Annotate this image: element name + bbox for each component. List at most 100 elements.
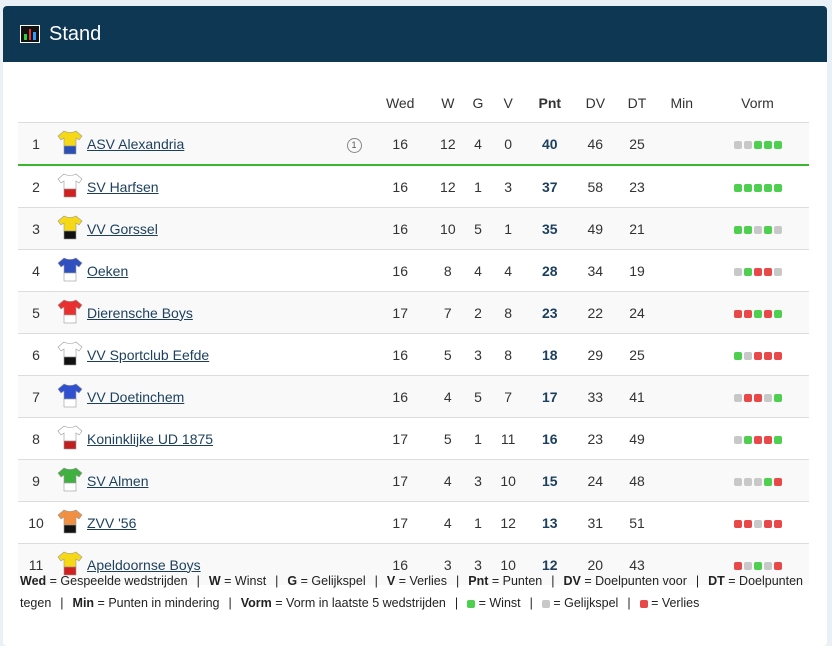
- form-dot-W: [753, 309, 762, 318]
- position: 4: [18, 249, 54, 292]
- legend-item: Vorm = Vorm in laatste 5 wedstrijden: [240, 596, 446, 610]
- legend-item: Pnt = Punten: [468, 574, 543, 588]
- cell-wed: 16: [370, 333, 431, 376]
- cell-dt: 25: [616, 122, 658, 166]
- column-header-pnt: Pnt: [538, 95, 562, 111]
- form-indicator: [706, 543, 809, 585]
- form-dot-W: [773, 140, 782, 149]
- table-row: 3 VV Gorssel 16 10 5 1 35 49 21: [18, 207, 809, 250]
- cell-wed: 17: [370, 501, 431, 544]
- form-dot-G: [733, 267, 742, 276]
- cell-pnt: 16: [525, 417, 575, 460]
- position: 3: [18, 207, 54, 250]
- cell-pnt: 35: [525, 207, 575, 250]
- team-link[interactable]: VV Doetinchem: [87, 388, 185, 405]
- form-indicator: [706, 501, 809, 544]
- cell-dv: 20: [574, 543, 617, 585]
- legend-item: Min = Punten in mindering: [72, 596, 220, 610]
- form-dot-L: [753, 267, 762, 276]
- cell-pnt: 37: [525, 164, 575, 208]
- table-row: 6 VV Sportclub Eefde 16 5 3 8 18 29 25: [18, 333, 809, 376]
- bar-chart-icon: [20, 25, 40, 43]
- card-title: Stand: [49, 22, 102, 45]
- cell-wed: 16: [370, 122, 431, 166]
- legend: Wed = Gespeelde wedstrijden | W = Winst | G …: [20, 574, 803, 610]
- team-link[interactable]: Dierensche Boys: [87, 304, 193, 321]
- cell-wed: 17: [370, 291, 431, 334]
- team-link[interactable]: ASV Alexandria: [87, 135, 185, 152]
- form-dot-G: [743, 477, 752, 486]
- form-dot-G: [733, 477, 742, 486]
- cell-v: 4: [490, 249, 526, 292]
- cell-dv: 24: [574, 459, 617, 502]
- team-link[interactable]: SV Harfsen: [87, 178, 159, 195]
- cell-g: 2: [465, 291, 491, 334]
- cell-dt: 51: [616, 501, 658, 544]
- cell-pnt: 12: [525, 543, 575, 585]
- form-dot-L: [763, 519, 772, 528]
- cell-min: [657, 249, 707, 292]
- cell-g: 1: [465, 164, 491, 208]
- team-link[interactable]: Apeldoornse Boys: [87, 556, 201, 573]
- cell-dt: 43: [616, 543, 658, 585]
- cell-v: 0: [490, 122, 526, 166]
- cell-wed: 16: [370, 207, 431, 250]
- cell-pnt: 40: [525, 122, 575, 166]
- cell-w: 4: [430, 459, 466, 502]
- cell-w: 12: [430, 164, 466, 208]
- form-dot-G: [753, 477, 762, 486]
- team-link[interactable]: SV Almen: [87, 472, 149, 489]
- form-dot-W: [743, 225, 752, 234]
- cell-dt: 25: [616, 333, 658, 376]
- cell-g: 4: [465, 122, 491, 166]
- cell-pnt: 13: [525, 501, 575, 544]
- legend-item: G = Gelijkspel: [287, 574, 366, 588]
- form-dot-L: [773, 477, 782, 486]
- table-row: 2 SV Harfsen 16 12 1 3 37 58 23: [18, 164, 809, 208]
- form-dot-G: [733, 140, 742, 149]
- form-dot-G: [763, 393, 772, 402]
- cell-dt: 49: [616, 417, 658, 460]
- form-dot-W: [763, 225, 772, 234]
- legend-item: W = Winst: [208, 574, 267, 588]
- form-dot-W: [733, 183, 742, 192]
- form-dot-L: [743, 393, 752, 402]
- form-dot-W: [753, 561, 762, 570]
- table-row: 1 ASV Alexandria 1 16 12 4 0 40 46 25: [18, 122, 809, 166]
- team-link[interactable]: VV Sportclub Eefde: [87, 346, 210, 363]
- cell-wed: 17: [370, 417, 431, 460]
- form-dot-G: [743, 561, 752, 570]
- cell-g: 1: [465, 501, 491, 544]
- team-link[interactable]: VV Gorssel: [87, 220, 158, 237]
- form-dot-L: [763, 267, 772, 276]
- column-header-v: V: [503, 95, 513, 111]
- column-header-min: Min: [670, 95, 694, 111]
- form-dot-W: [763, 183, 772, 192]
- form-dot-L: [733, 309, 742, 318]
- team-link[interactable]: Oeken: [87, 262, 129, 279]
- shirt-icon: [54, 249, 86, 292]
- position: 7: [18, 375, 54, 418]
- legend-item: DT = Doelpunten tegen: [20, 574, 803, 610]
- cell-wed: 16: [370, 543, 431, 585]
- shirt-icon: [54, 501, 86, 544]
- cell-dv: 22: [574, 291, 617, 334]
- form-dot-W: [773, 309, 782, 318]
- cell-wed: 16: [370, 164, 431, 208]
- cell-v: 3: [490, 164, 526, 208]
- column-header-vorm: Vorm: [741, 95, 774, 111]
- legend-item: = Verlies: [639, 596, 699, 610]
- team-link[interactable]: ZVV '56: [87, 514, 137, 531]
- team-link[interactable]: Koninklijke UD 1875: [87, 430, 214, 447]
- form-dot-L: [753, 351, 762, 360]
- cell-w: 10: [430, 207, 466, 250]
- column-header-w: W: [441, 95, 455, 111]
- table-row: 11 Apeldoornse Boys 16 3 3 10 12 20 43: [18, 543, 809, 585]
- cell-g: 5: [465, 207, 491, 250]
- cell-g: 4: [465, 249, 491, 292]
- cell-min: [657, 333, 707, 376]
- form-dot-W: [467, 599, 476, 608]
- form-dot-G: [773, 225, 782, 234]
- cell-g: 5: [465, 375, 491, 418]
